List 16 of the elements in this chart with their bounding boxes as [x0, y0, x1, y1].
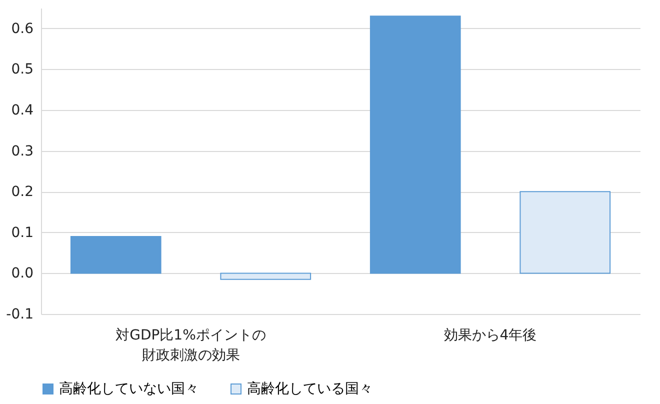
legend-label: 高齢化していない国々	[59, 381, 199, 397]
y-tick-label: 0.3	[11, 143, 34, 160]
y-tick-label: 0.0	[11, 266, 34, 282]
y-tick-label: 0.4	[11, 102, 34, 118]
x-tick-label: 効果から4年後	[444, 328, 537, 344]
y-tick-label: 0.2	[11, 184, 34, 200]
x-tick-label: 対GDP比1%ポイントの財政刺激の効果	[116, 328, 266, 364]
y-tick-label: 0.6	[11, 20, 34, 37]
legend-label: 高齢化している国々	[247, 381, 373, 397]
y-tick-label: 0.5	[11, 62, 34, 78]
y-tick-label: -0.1	[6, 306, 34, 322]
bar	[70, 236, 162, 274]
bar	[520, 191, 611, 274]
bar	[220, 272, 312, 280]
bar	[370, 16, 461, 274]
y-tick-label: 0.1	[11, 224, 34, 241]
